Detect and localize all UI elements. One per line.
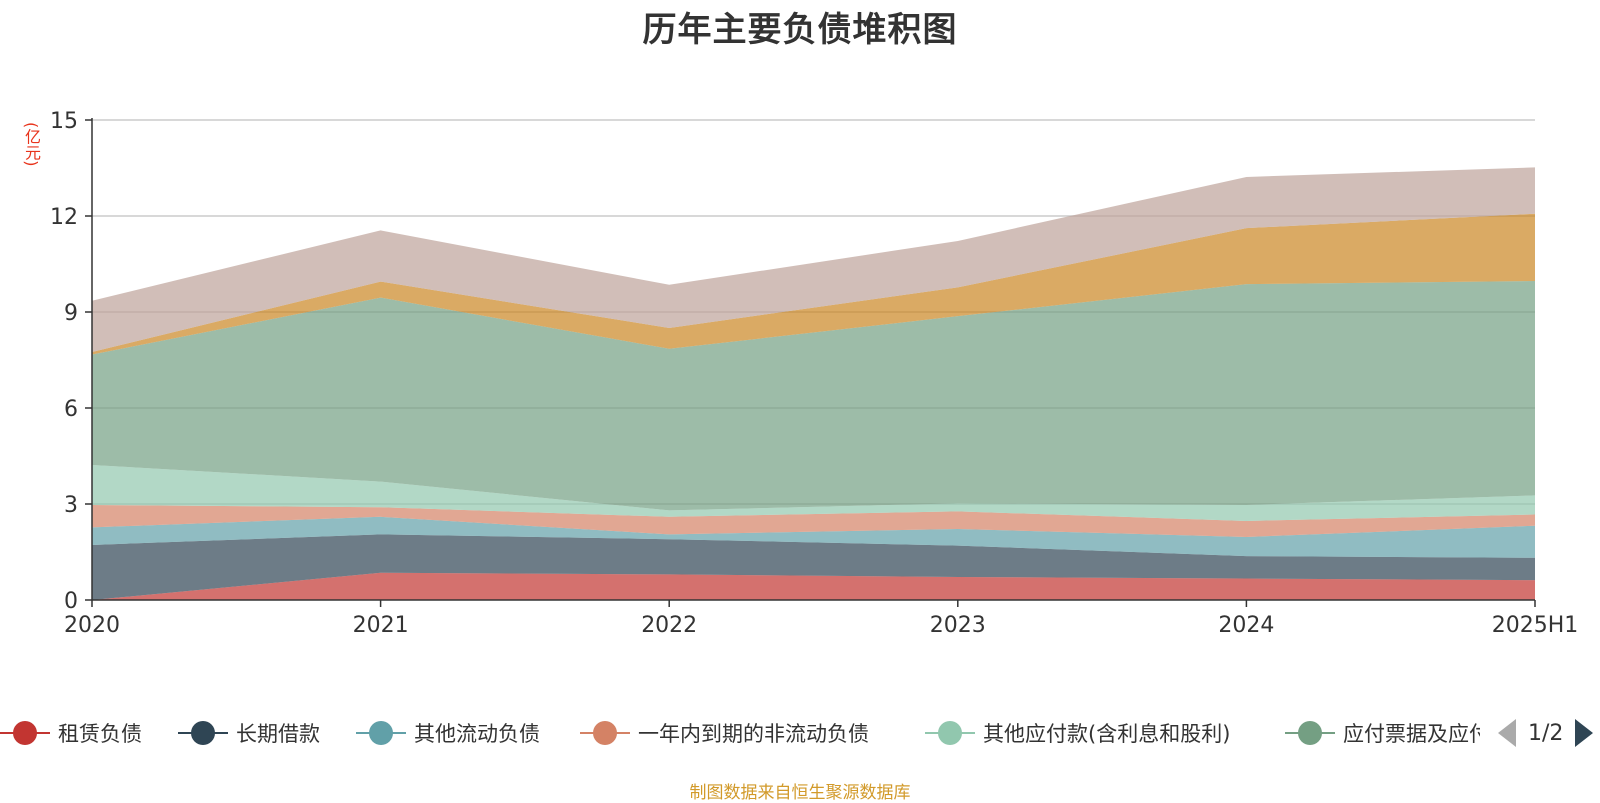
legend-item[interactable]: 一年内到期的非流动负债 — [580, 718, 869, 748]
legend-swatch-icon — [178, 718, 228, 748]
legend-page-indicator: 1/2 — [1528, 720, 1564, 746]
y-tick-label: 12 — [50, 205, 78, 230]
y-tick-label: 0 — [64, 589, 78, 614]
legend-label: 其他应付款(含利息和股利) — [983, 722, 1231, 746]
legend-prev-page-icon[interactable] — [1498, 719, 1516, 747]
y-tick-label: 3 — [64, 493, 78, 518]
legend-item[interactable]: 其他流动负债 — [356, 718, 540, 748]
legend-pager: 1/2 — [1498, 718, 1594, 748]
area-series-5 — [92, 464, 1535, 521]
legend-label: 租赁负债 — [58, 722, 142, 746]
x-tick-label: 2022 — [641, 613, 697, 638]
legend-next-page-icon[interactable] — [1575, 719, 1594, 747]
y-tick-label: 9 — [64, 301, 78, 326]
x-tick-label: 2024 — [1218, 613, 1274, 638]
legend-swatch-icon — [1285, 718, 1335, 748]
y-tick-label: 15 — [50, 109, 78, 134]
stacked-area-chart: 0 3 6 9 12 15 2020 2021 2022 2023 2024 2025H1 — [50, 109, 1579, 638]
legend-label: 一年内到期的非流动负债 — [638, 722, 869, 746]
chart-title: 历年主要负债堆积图 — [642, 10, 958, 50]
area-series-2 — [92, 534, 1535, 600]
x-tick-label: 2025H1 — [1492, 613, 1579, 638]
area-series-7 — [92, 213, 1535, 355]
source-note: 制图数据来自恒生聚源数据库 — [689, 783, 911, 803]
x-tick-label: 2023 — [930, 613, 986, 638]
legend-label: 长期借款 — [236, 722, 320, 746]
legend-item[interactable]: 租赁负债 — [0, 718, 142, 748]
area-series-1 — [92, 572, 1535, 600]
legend-label: 应付票据及应付账款 — [1343, 722, 1480, 746]
legend: 租赁负债 长期借款 其他流动负债 一年内到期的非流动负债 其他应付款(含利息和股利) 应付… — [0, 710, 1480, 755]
legend-item[interactable]: 其他应付款(含利息和股利) — [925, 718, 1230, 748]
legend-item[interactable]: 应付票据及应付账款 — [1285, 718, 1480, 748]
legend-item[interactable]: 长期借款 — [178, 718, 320, 748]
legend-swatch-icon — [925, 718, 975, 748]
x-tick-label: 2021 — [353, 613, 409, 638]
legend-swatch-icon — [580, 718, 630, 748]
area-series-4 — [92, 504, 1535, 537]
area-series-8 — [92, 167, 1535, 352]
area-series-3 — [92, 516, 1535, 558]
y-axis-unit-label: (亿元) — [22, 122, 41, 167]
legend-swatch-icon — [356, 718, 406, 748]
area-series-6 — [92, 280, 1535, 511]
legend-label: 其他流动负债 — [414, 722, 540, 746]
x-tick-label: 2020 — [64, 613, 120, 638]
y-tick-label: 6 — [64, 397, 78, 422]
legend-swatch-icon — [0, 718, 50, 748]
